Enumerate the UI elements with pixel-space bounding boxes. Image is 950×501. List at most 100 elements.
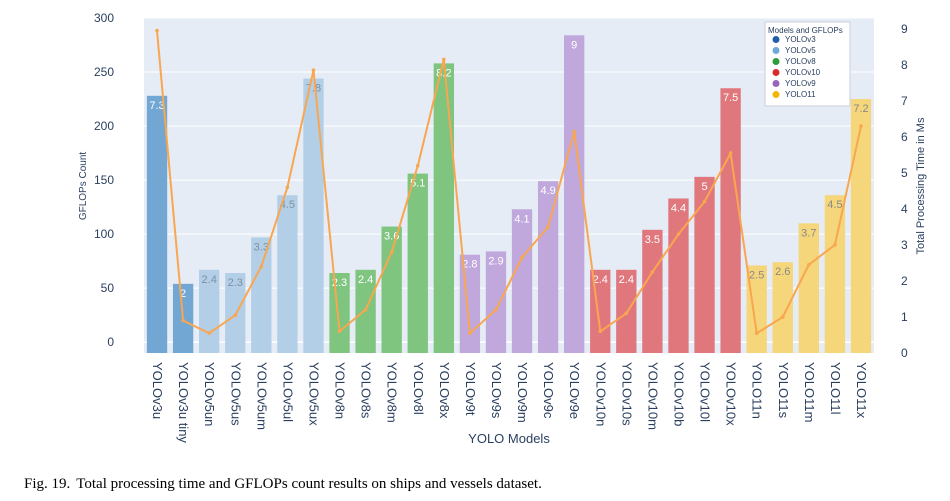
x-tick-label: YOLOv8n xyxy=(333,362,348,419)
legend-entry: YOLO11 xyxy=(785,90,816,99)
x-tick-label: YOLOv9t xyxy=(463,362,478,416)
bar xyxy=(251,237,272,353)
bar-value-label: 3.3 xyxy=(254,241,269,253)
bar-value-label: 2.4 xyxy=(593,274,608,286)
bar xyxy=(537,181,559,353)
x-tick-label: YOLOv5ul xyxy=(280,362,295,422)
line-point xyxy=(207,331,211,335)
line-point xyxy=(650,270,655,274)
bar-value-label: 4.9 xyxy=(540,185,555,197)
line-point xyxy=(598,329,603,334)
y-tick-label: 250 xyxy=(94,65,114,79)
line-point xyxy=(624,311,629,316)
bar-value-label: 4.4 xyxy=(671,202,686,214)
bar-value-label: 7.3 xyxy=(149,100,164,112)
caption-label: Fig. 19. xyxy=(24,476,71,492)
bar-value-label: 9 xyxy=(571,39,577,51)
x-tick-label: YOLOv10n xyxy=(593,362,608,426)
bar-value-label: 2.5 xyxy=(749,269,764,281)
y2-tick-label: 8 xyxy=(901,58,908,72)
bar-value-label: 2.9 xyxy=(488,255,503,267)
bar xyxy=(511,209,533,353)
processing-time-line xyxy=(155,28,863,336)
y2-axis-title: Total Processing Time in Ms xyxy=(915,117,927,254)
x-tick-label: YOLOv5um xyxy=(254,362,269,430)
chart: 7.322.4 2.33.34.57.82.3 2.43.65.18.22.8 2.9… xyxy=(78,11,927,446)
line-point xyxy=(833,243,837,247)
line-point xyxy=(311,68,316,73)
x-tick-label: YOLOv10b xyxy=(671,362,686,426)
bar-labels: 7.322.4 2.33.34.57.82.3 2.43.65.18.22.8 2.9… xyxy=(149,39,868,300)
legend: Models and GFLOPs YOLOv3 YOLOv5 YOLOv8 YOLO… xyxy=(764,21,851,107)
bar xyxy=(277,195,298,353)
bar xyxy=(694,176,715,353)
legend-marker xyxy=(772,91,780,98)
x-tick-label: YOLO11m xyxy=(802,362,817,422)
bar-value-label: 2.4 xyxy=(202,274,217,286)
line-point xyxy=(155,28,159,33)
y2-tick-label: 7 xyxy=(901,94,908,108)
y-tick-label: 50 xyxy=(101,281,115,295)
legend-marker xyxy=(772,80,780,87)
y-tick-label: 200 xyxy=(94,119,114,133)
y2-tick-label: 1 xyxy=(901,310,908,324)
processing-time-series-line xyxy=(156,30,862,336)
bar xyxy=(225,273,246,353)
bar xyxy=(146,95,168,353)
line-point xyxy=(859,124,863,128)
line-point xyxy=(468,331,472,335)
bars xyxy=(146,35,872,354)
legend-marker xyxy=(772,47,780,54)
bar xyxy=(329,273,350,353)
bar-value-label: 2.4 xyxy=(358,274,373,286)
x-tick-label: YOLOv8m xyxy=(385,362,400,423)
x-tick-label: YOLOv9m xyxy=(515,362,530,423)
y2-tick-label: 4 xyxy=(901,202,908,216)
line-point xyxy=(442,57,446,62)
bar-value-label: 5 xyxy=(701,181,707,193)
x-tick-label: YOLOv5ux xyxy=(306,362,321,426)
x-tick-label: YOLOv5us xyxy=(228,362,243,426)
y2-tick-label: 9 xyxy=(901,22,908,36)
x-axis-title: YOLO Models xyxy=(468,431,550,446)
bar-value-label: 3.7 xyxy=(801,227,816,239)
bar xyxy=(824,195,846,353)
line-point xyxy=(285,185,290,190)
bar xyxy=(668,198,689,353)
line-point xyxy=(807,262,811,267)
y-tick-label: 300 xyxy=(94,11,114,25)
legend-marker xyxy=(772,69,780,76)
line-point xyxy=(337,329,342,334)
line-point xyxy=(676,232,681,236)
line-point xyxy=(389,250,394,254)
x-tick-label: YOLOv3u tiny xyxy=(176,362,191,443)
figure-caption: Fig. 19. Total processing time and GFLOPs… xyxy=(24,476,542,493)
x-tick-label: YOLOv8s xyxy=(359,362,374,419)
bar-value-label: 7.2 xyxy=(853,103,868,115)
legend-box xyxy=(764,21,851,107)
x-tick-label: YOLOv9s xyxy=(489,362,504,419)
x-tick-label: YOLOv10l xyxy=(698,362,713,422)
bar xyxy=(798,223,819,353)
bar xyxy=(407,173,428,353)
y-tick-label: 0 xyxy=(107,335,114,349)
x-tick-label: YOLOv10s xyxy=(619,362,634,426)
bar xyxy=(720,88,741,353)
legend-marker xyxy=(772,58,780,65)
caption-text: Total processing time and GFLOPs count r… xyxy=(76,476,542,492)
bar-value-label: 7.5 xyxy=(723,92,738,104)
bar xyxy=(564,35,585,354)
x-tick-label: YOLOv10x xyxy=(724,362,739,426)
line-point xyxy=(572,129,576,134)
line-point xyxy=(494,307,498,312)
y2-axis-ticks: 0 1 2 3 4 5 6 7 8 9 xyxy=(901,22,908,360)
x-tick-label: YOLOv9e xyxy=(567,362,582,419)
legend-marker xyxy=(772,36,780,43)
bar-value-label: 2.8 xyxy=(462,259,477,271)
bar xyxy=(850,99,872,353)
x-tick-label: YOLOv8l xyxy=(411,362,426,415)
bar-value-label: 2.3 xyxy=(228,277,243,289)
y-axis-ticks: 0 50 100 150 200 250 300 xyxy=(94,11,114,349)
x-tick-label: YOLO11n xyxy=(750,362,765,419)
bar xyxy=(381,226,402,353)
